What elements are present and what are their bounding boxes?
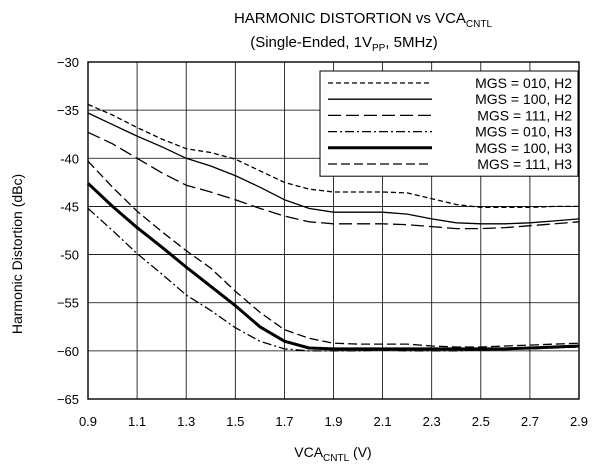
y-tick-label: −65 bbox=[57, 392, 79, 407]
series-lines bbox=[86, 103, 580, 352]
series-line-2 bbox=[87, 112, 580, 225]
y-tick-label: −55 bbox=[57, 296, 79, 311]
legend-label: MGS = 010, H3 bbox=[475, 124, 572, 140]
x-tick-label: 1.3 bbox=[177, 414, 195, 429]
legend-label: MGS = 100, H3 bbox=[475, 140, 572, 156]
title-main-text: HARMONIC DISTORTION vs VCA bbox=[234, 10, 466, 27]
subtitle-pre: (Single-Ended, 1V bbox=[250, 34, 372, 51]
y-tick-label: −30 bbox=[57, 55, 79, 70]
series-line-3 bbox=[87, 131, 580, 230]
series-line-6 bbox=[87, 160, 580, 348]
plot-frame bbox=[87, 61, 580, 400]
y-tick-label: -45 bbox=[60, 199, 79, 214]
legend-box bbox=[319, 70, 579, 177]
y-tick-label: -50 bbox=[60, 248, 79, 263]
x-tick-label: 2.7 bbox=[521, 414, 539, 429]
legend-label: MGS = 111, H2 bbox=[477, 107, 572, 123]
x-tick-label: 1.9 bbox=[324, 414, 342, 429]
legend-label: MGS = 010, H2 bbox=[475, 75, 572, 91]
y-axis-label: Harmonic Distortion (dBc) bbox=[9, 174, 25, 334]
series-line-4 bbox=[87, 207, 580, 352]
x-tick-label: 2.1 bbox=[374, 414, 392, 429]
x-axis-label: VCACNTL (V) bbox=[294, 444, 371, 464]
chart-title-line1: HARMONIC DISTORTION vs VCACNTL bbox=[234, 10, 493, 30]
y-tick-label: −60 bbox=[57, 344, 79, 359]
chart-title: HARMONIC DISTORTION vs VCACNTL (Single-E… bbox=[234, 10, 493, 54]
chart-title-line2: (Single-Ended, 1VPP, 5MHz) bbox=[250, 34, 438, 54]
x-tick-label: 2.5 bbox=[472, 414, 490, 429]
x-tick-label: 0.9 bbox=[79, 414, 97, 429]
legend-label: MGS = 100, H2 bbox=[475, 91, 572, 107]
x-axis-ticks: 0.9 1.1 1.3 1.5 1.7 1.9 2.1 2.3 2.5 2.7 2.9 bbox=[79, 414, 588, 429]
title-subscript: CNTL bbox=[466, 19, 493, 30]
x-axis-label-main: VCA bbox=[294, 444, 323, 460]
x-tick-label: 2.3 bbox=[423, 414, 441, 429]
series-line-5 bbox=[86, 182, 580, 351]
x-axis-label-subscript: CNTL bbox=[323, 453, 350, 464]
series-line-1 bbox=[87, 103, 579, 209]
subtitle-post: , 5MHz) bbox=[385, 34, 438, 51]
subtitle-subscript: PP bbox=[372, 43, 386, 54]
x-tick-label: 1.5 bbox=[226, 414, 244, 429]
legend-label: MGS = 111, H3 bbox=[477, 156, 572, 172]
x-tick-label: 2.9 bbox=[570, 414, 588, 429]
x-tick-label: 1.1 bbox=[128, 414, 146, 429]
y-tick-label: −35 bbox=[57, 103, 79, 118]
y-tick-label: -40 bbox=[60, 151, 79, 166]
y-axis-ticks: −30 −35 -40 -45 -50 −55 −60 −65 bbox=[57, 55, 79, 407]
x-tick-label: 1.7 bbox=[275, 414, 293, 429]
x-axis-label-unit: (V) bbox=[349, 444, 372, 460]
